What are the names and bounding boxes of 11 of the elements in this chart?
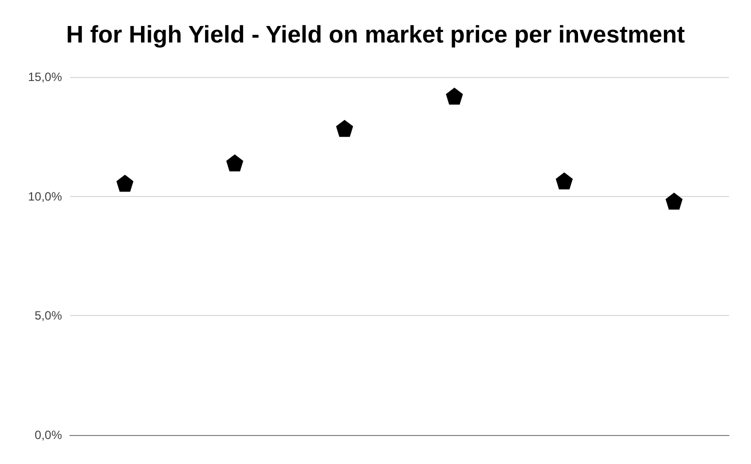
point — [116, 174, 134, 192]
y-tick-label: 0,0% — [34, 428, 62, 442]
point — [336, 120, 354, 137]
chart-title: H for High Yield - Yield on market price per investment — [66, 22, 685, 48]
point — [556, 172, 573, 190]
point — [666, 192, 683, 210]
y-tick-label: 10,0% — [28, 189, 62, 204]
y-tick-label: 15,0% — [28, 70, 62, 84]
point — [226, 154, 244, 172]
point — [446, 88, 463, 105]
y-tick-label: 5,0% — [34, 308, 62, 323]
